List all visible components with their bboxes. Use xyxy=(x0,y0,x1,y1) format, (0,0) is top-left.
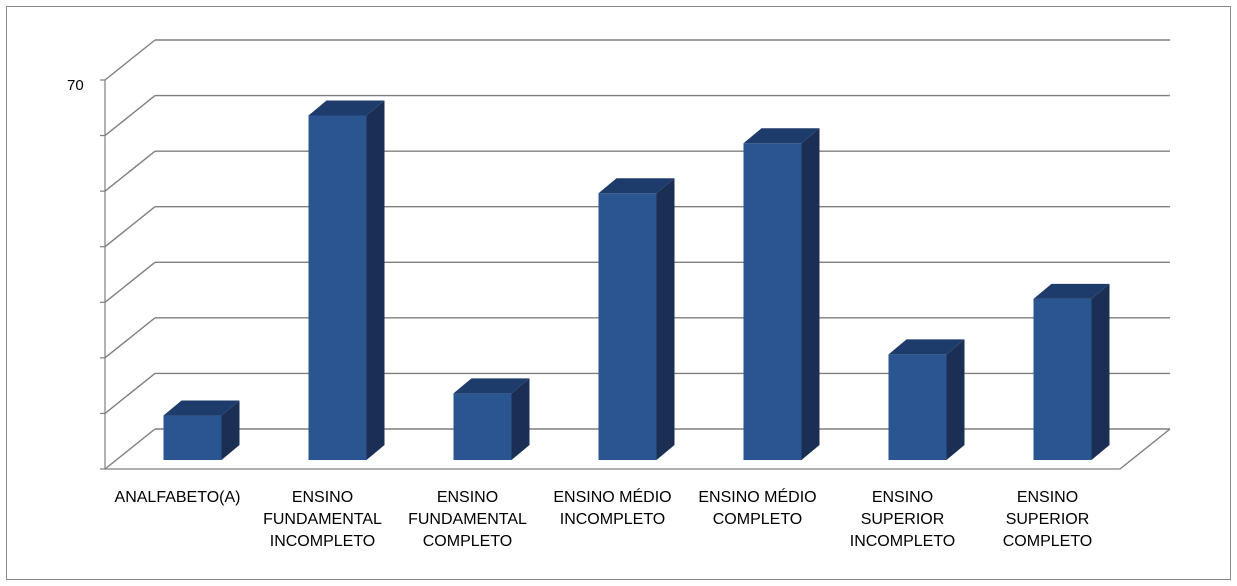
bar xyxy=(743,128,820,460)
bar-side xyxy=(656,178,675,460)
gridline-side xyxy=(104,428,156,470)
gridline-side xyxy=(104,39,156,81)
gridline-side xyxy=(104,95,156,137)
bars xyxy=(163,100,1110,460)
bar-top xyxy=(598,178,675,194)
bar xyxy=(453,378,530,460)
gridline-side xyxy=(104,261,156,303)
bar-top xyxy=(888,339,965,355)
bar xyxy=(598,178,675,460)
bar-top xyxy=(1033,283,1110,299)
bar xyxy=(308,100,385,460)
x-tick-label: ANALFABETO(A) xyxy=(115,489,241,506)
bar-front xyxy=(453,393,512,460)
x-tick-label: ENSINO MÉDIO COMPLETO xyxy=(698,487,816,528)
gridline-side xyxy=(104,372,156,414)
axes xyxy=(100,79,1120,470)
bar-front xyxy=(308,115,367,460)
gridline-side xyxy=(104,317,156,359)
bar-front xyxy=(888,354,947,460)
bar-top xyxy=(308,100,385,116)
bar-front xyxy=(1033,298,1092,460)
gridline-side xyxy=(104,206,156,248)
bar-top xyxy=(743,128,820,144)
x-tick-label: ENSINO SUPERIOR COMPLETO xyxy=(1003,489,1093,550)
x-tick-label: ENSINO FUNDAMENTAL INCOMPLETO xyxy=(263,489,382,550)
bar xyxy=(163,400,240,460)
bar-side xyxy=(1091,283,1110,460)
y-tick-label: 70 xyxy=(67,77,84,94)
bar-side xyxy=(221,400,240,460)
bar-top xyxy=(453,378,530,394)
category-labels: ANALFABETO(A) ENSINO FUNDAMENTAL INCOMPLETO… xyxy=(115,487,1093,550)
bar xyxy=(888,339,965,460)
bar-front xyxy=(743,143,802,460)
bar-top xyxy=(163,400,240,416)
bar-side xyxy=(366,100,385,460)
bar-side xyxy=(801,128,820,460)
bar xyxy=(1033,283,1110,460)
x-tick-label: ENSINO FUNDAMENTAL COMPLETO xyxy=(408,489,527,550)
bar-side xyxy=(946,339,965,460)
floor-edge xyxy=(1119,428,1171,470)
bar-front xyxy=(163,415,222,460)
gridline-side xyxy=(104,150,156,192)
bar-front xyxy=(598,193,657,460)
bar-side xyxy=(511,378,530,460)
x-tick-label: ENSINO SUPERIOR INCOMPLETO xyxy=(850,489,956,550)
x-tick-label: ENSINO MÉDIO INCOMPLETO xyxy=(553,487,671,528)
